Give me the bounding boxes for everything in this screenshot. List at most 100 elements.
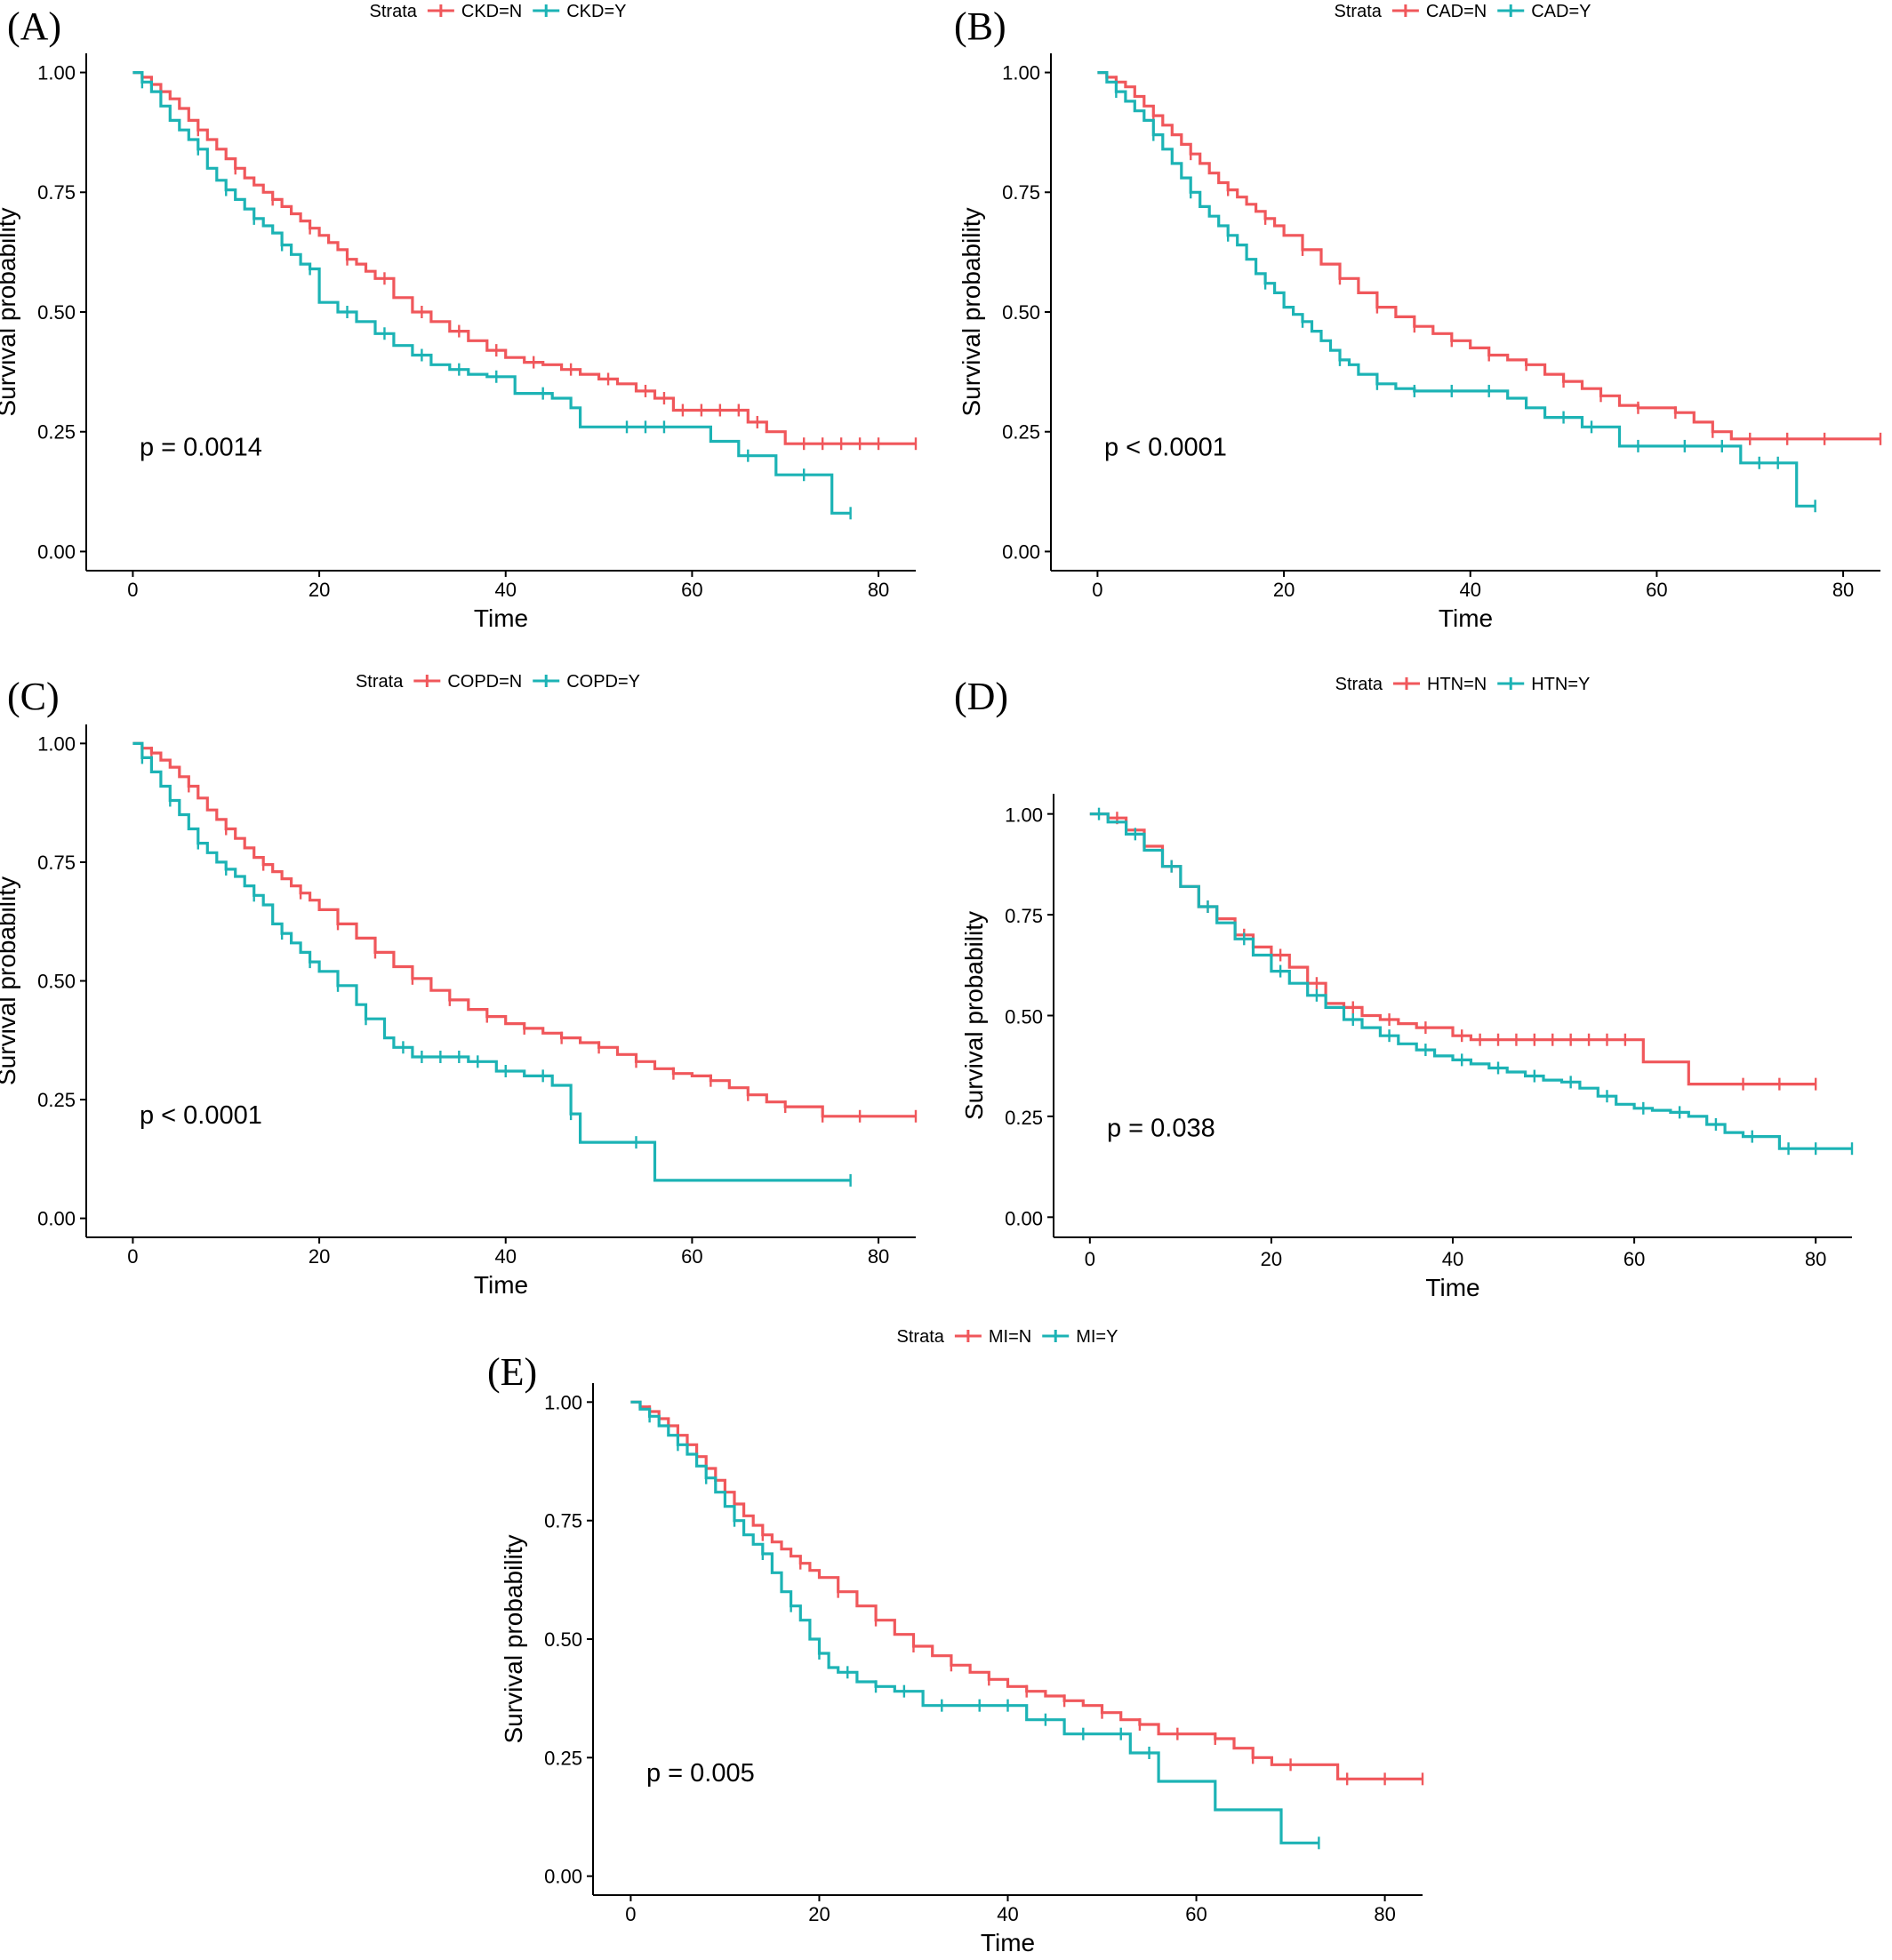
x-axis-title: Time — [474, 1271, 528, 1299]
x-tick-label: 0 — [1085, 1248, 1095, 1270]
x-tick-label: 40 — [997, 1903, 1018, 1925]
p-value-annotation: p = 0.038 — [1107, 1115, 1215, 1143]
km-panel: (D) Strata HTN=N HTN=Y 0.00 0.25 0.50 0.75 1.00 0… — [954, 675, 1854, 1301]
km-panel: (A) Strata CKD=N CKD=Y 0.00 0.25 0.50 0.75 1.00 0… — [0, 2, 918, 632]
y-axis-title: Survival probability — [500, 1535, 527, 1744]
legend-key — [1391, 4, 1419, 17]
legend: Strata CAD=N CAD=Y — [1335, 2, 1591, 21]
series-group — [630, 1400, 1320, 1850]
y-tick-label: 0.75 — [1005, 905, 1043, 927]
y-tick-label: 0.75 — [1002, 181, 1040, 204]
x-tick-label: 20 — [1261, 1248, 1282, 1270]
legend-key — [533, 4, 560, 17]
legend-label: COPD=N — [447, 672, 522, 692]
y-axis-title: Survival probability — [960, 911, 988, 1120]
x-tick-label: 80 — [1832, 579, 1854, 601]
y-tick-label: 1.00 — [37, 732, 76, 755]
x-tick-label: 0 — [127, 579, 138, 601]
legend-title: Strata — [1335, 2, 1383, 21]
y-axis-title: Survival probability — [0, 876, 20, 1085]
y-tick-label: 0.25 — [37, 421, 76, 444]
y-tick-label: 0.00 — [1002, 540, 1040, 563]
legend-label: CKD=Y — [566, 2, 626, 21]
legend-label: CAD=Y — [1531, 2, 1591, 21]
panel-letter: (C) — [7, 675, 60, 718]
x-tick-label: 80 — [868, 1245, 889, 1268]
y-tick-label: 0.25 — [37, 1089, 76, 1111]
x-tick-label: 40 — [494, 579, 516, 601]
x-tick-label: 40 — [494, 1245, 516, 1268]
y-tick-label: 0.00 — [37, 540, 76, 563]
y-tick-label: 0.50 — [544, 1628, 582, 1651]
x-tick-label: 40 — [1459, 579, 1480, 601]
series-group — [132, 741, 918, 1123]
panel-letter: (E) — [487, 1350, 537, 1394]
legend-key — [1393, 677, 1420, 690]
km-panel: (B) Strata CAD=N CAD=Y 0.00 0.25 0.50 0.75 1.00 0… — [954, 2, 1882, 632]
y-tick-label: 0.75 — [37, 181, 76, 204]
x-tick-label: 0 — [127, 1245, 138, 1268]
x-tick-label: 60 — [1623, 1248, 1645, 1270]
y-tick-label: 0.50 — [37, 970, 76, 992]
survival-curve — [1089, 812, 1852, 1150]
x-tick-label: 80 — [1374, 1903, 1395, 1925]
x-tick-label: 20 — [309, 579, 330, 601]
legend-label: COPD=Y — [566, 672, 640, 692]
y-tick-label: 0.00 — [37, 1208, 76, 1230]
legend-title: Strata — [370, 2, 418, 21]
x-axis-title: Time — [1425, 1274, 1479, 1301]
p-value-annotation: p = 0.0014 — [140, 434, 262, 462]
legend-key — [427, 4, 454, 17]
survival-curve — [630, 1400, 1423, 1780]
legend-key — [413, 675, 441, 687]
panel-letter: (B) — [954, 4, 1006, 48]
legend: Strata HTN=N HTN=Y — [1335, 675, 1591, 694]
legend: Strata COPD=N COPD=Y — [356, 672, 640, 692]
legend-label: MI=Y — [1076, 1327, 1118, 1347]
y-tick-label: 0.75 — [544, 1510, 582, 1532]
legend-key — [954, 1330, 982, 1342]
legend-label: CAD=N — [1426, 2, 1487, 21]
survival-curve — [1097, 71, 1880, 441]
legend-key — [533, 675, 560, 687]
legend-key — [1497, 4, 1525, 17]
legend: Strata CKD=N CKD=Y — [370, 2, 627, 21]
y-tick-label: 1.00 — [37, 61, 76, 84]
legend-label: HTN=N — [1427, 675, 1487, 694]
x-tick-label: 0 — [1092, 579, 1102, 601]
y-tick-label: 0.25 — [1002, 421, 1040, 444]
series-group — [630, 1400, 1424, 1786]
y-tick-label: 0.50 — [1002, 301, 1040, 324]
y-tick-label: 0.50 — [1005, 1006, 1043, 1028]
y-tick-label: 1.00 — [1005, 804, 1043, 827]
series-group — [132, 741, 852, 1187]
series-group — [132, 71, 852, 520]
y-axis-title: Survival probability — [958, 208, 985, 417]
km-panel: (C) Strata COPD=N COPD=Y 0.00 0.25 0.50 0.75 1.0… — [0, 672, 918, 1299]
y-tick-label: 1.00 — [1002, 61, 1040, 84]
series-group — [132, 71, 918, 451]
y-tick-label: 0.25 — [544, 1747, 582, 1769]
x-axis-title: Time — [981, 1929, 1035, 1956]
y-tick-label: 0.25 — [1005, 1107, 1043, 1129]
legend-label: MI=N — [989, 1327, 1031, 1347]
legend-key — [1497, 677, 1525, 690]
series-group — [1097, 71, 1882, 445]
x-tick-label: 40 — [1442, 1248, 1463, 1270]
p-value-annotation: p < 0.0001 — [140, 1101, 262, 1130]
legend-key — [1042, 1330, 1070, 1342]
y-tick-label: 0.75 — [37, 852, 76, 874]
legend: Strata MI=N MI=Y — [897, 1327, 1118, 1347]
legend-label: CKD=N — [461, 2, 522, 21]
panel-letter: (A) — [7, 4, 61, 48]
x-tick-label: 80 — [868, 579, 889, 601]
survival-curve — [132, 741, 851, 1182]
x-tick-label: 60 — [681, 579, 702, 601]
legend-title: Strata — [897, 1327, 945, 1347]
x-tick-label: 60 — [681, 1245, 702, 1268]
km-panel: (E) Strata MI=N MI=Y 0.00 0.25 0.50 0.75 1.00 0 20… — [487, 1327, 1424, 1956]
x-tick-label: 60 — [1646, 579, 1667, 601]
y-tick-label: 1.00 — [544, 1391, 582, 1413]
x-tick-label: 0 — [625, 1903, 636, 1925]
